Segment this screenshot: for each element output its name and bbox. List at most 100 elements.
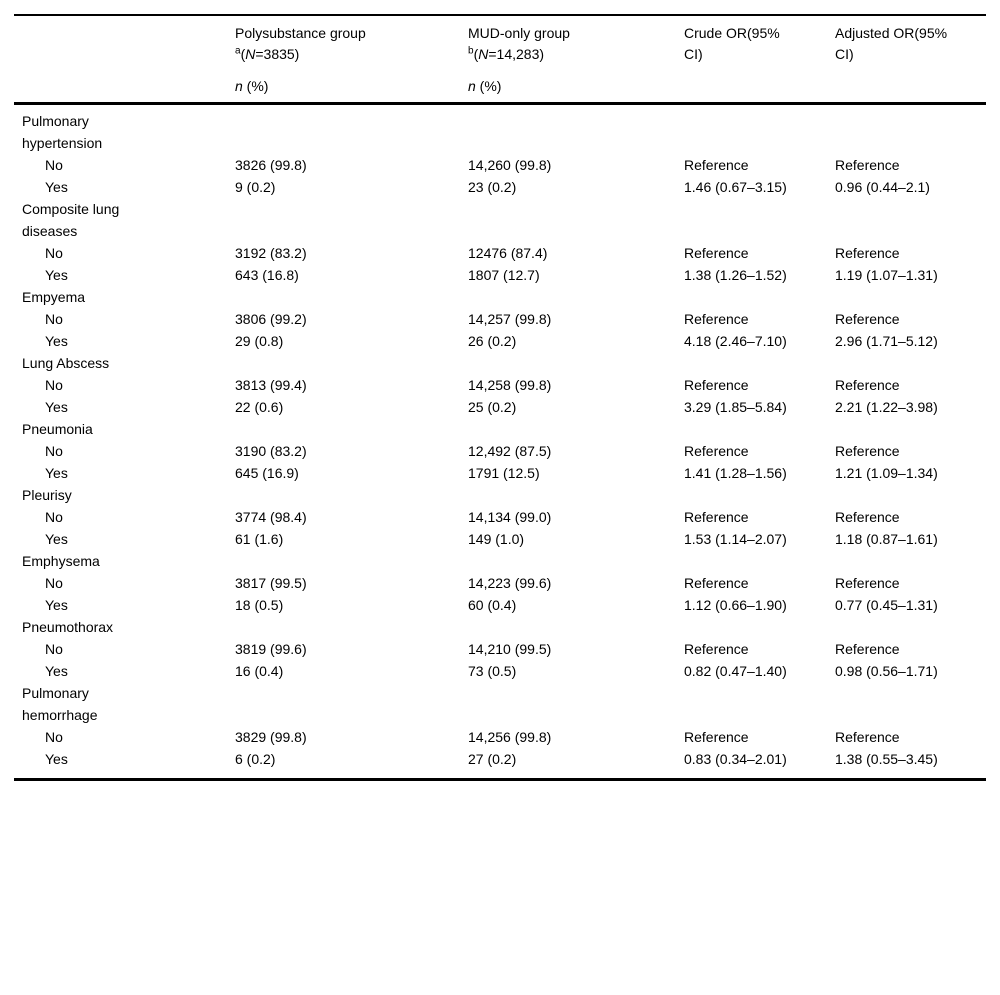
- footnote-b-marker: b: [468, 45, 474, 57]
- response-label: Yes: [45, 663, 68, 679]
- empty-cell: [684, 616, 835, 638]
- polysubstance-n-value: 3806 (99.2): [235, 311, 307, 327]
- mud-n-value: 1791 (12.5): [468, 465, 540, 481]
- polysubstance-n-value: 3819 (99.6): [235, 641, 307, 657]
- response-label: No: [45, 509, 63, 525]
- response-label: No: [45, 575, 63, 591]
- crude-or-value: 1.38 (1.26–​1.52): [684, 267, 787, 283]
- mud-n-value: 12,492 (87.5): [468, 443, 552, 459]
- header-mud-only-group: MUD-only group b(N=14,283) n (%): [468, 15, 684, 105]
- polysubstance-n-value: 6 (0.2): [235, 751, 276, 767]
- empty-cell: [835, 418, 986, 440]
- empty-cell: [684, 198, 835, 242]
- condition-label: Pulmonary hemorrhage: [22, 685, 98, 723]
- adjusted-or-value: Reference: [835, 509, 900, 525]
- data-row: Yes 643 (16.8) 1807 (12.7) 1.38 (1.26–​1.52…: [14, 264, 986, 286]
- mud-n-value: 14,210 (99.5): [468, 641, 552, 657]
- mud-n-value: 23 (0.2): [468, 179, 517, 195]
- adjusted-or-value: Reference: [835, 377, 900, 393]
- empty-cell: [835, 484, 986, 506]
- condition-label: Pulmonary hypertension: [22, 113, 103, 151]
- adjusted-or-value: 0.96 (0.44–​2.1): [835, 179, 930, 195]
- data-row: Yes 18 (0.5) 60 (0.4) 1.12 (0.66–​1.90) 0.77…: [14, 594, 986, 616]
- section-row: Pulmonary hemorrhage: [14, 682, 986, 726]
- data-row: Yes 61 (1.6) 149 (1.0) 1.53 (1.14–​2.07) 1.1…: [14, 528, 986, 550]
- condition-label: Empyema: [22, 289, 86, 305]
- response-label: No: [45, 377, 63, 393]
- empty-cell: [835, 352, 986, 374]
- polysubstance-n-value: 3817 (99.5): [235, 575, 307, 591]
- empty-cell: [468, 352, 684, 374]
- adjusted-or-value: 1.18 (0.87–​1.61): [835, 531, 938, 547]
- data-row: No 3829 (99.8) 14,256 (99.8) Reference Refer…: [14, 726, 986, 748]
- adjusted-or-value: Reference: [835, 641, 900, 657]
- empty-cell: [684, 104, 835, 155]
- section-row: Composite lung diseases: [14, 198, 986, 242]
- data-row: Yes 29 (0.8) 26 (0.2) 4.18 (2.46–​7.10) 2.96…: [14, 330, 986, 352]
- section-row: Lung Abscess: [14, 352, 986, 374]
- response-label: Yes: [45, 399, 68, 415]
- crude-or-value: 1.46 (0.67–​3.15): [684, 179, 787, 195]
- empty-cell: [468, 418, 684, 440]
- condition-label: Pneumothorax: [22, 619, 114, 635]
- condition-label: Composite lung diseases: [22, 201, 120, 239]
- mud-n-value: 14,257 (99.8): [468, 311, 552, 327]
- data-row: Yes 16 (0.4) 73 (0.5) 0.82 (0.47–​1.40) 0.98…: [14, 660, 986, 682]
- empty-cell: [235, 198, 468, 242]
- crude-or-value: Reference: [684, 443, 749, 459]
- adjusted-or-value: Reference: [835, 443, 900, 459]
- data-row: No 3819 (99.6) 14,210 (99.5) Reference Refer…: [14, 638, 986, 660]
- adjusted-or-value: Reference: [835, 575, 900, 591]
- empty-cell: [235, 286, 468, 308]
- data-row: No 3774 (98.4) 14,134 (99.0) Reference Refer…: [14, 506, 986, 528]
- crude-or-title: Crude OR(95% CI): [684, 25, 780, 62]
- response-label: No: [45, 245, 63, 261]
- condition-label: Pneumonia: [22, 421, 93, 437]
- adjusted-or-value: 0.98 (0.56–​1.71): [835, 663, 938, 679]
- polysubstance-n-value: 22 (0.6): [235, 399, 284, 415]
- data-row: No 3190 (83.2) 12,492 (87.5) Reference Refer…: [14, 440, 986, 462]
- response-label: No: [45, 729, 63, 745]
- response-label: Yes: [45, 179, 68, 195]
- mud-n-value: 149 (1.0): [468, 531, 525, 547]
- empty-cell: [235, 616, 468, 638]
- condition-label: Pleurisy: [22, 487, 72, 503]
- crude-or-value: 0.83 (0.34–​2.01): [684, 751, 787, 767]
- header-adjusted-or: Adjusted OR(95% CI): [835, 15, 986, 105]
- crude-or-value: 4.18 (2.46–​7.10): [684, 333, 787, 349]
- empty-cell: [468, 550, 684, 572]
- response-label: No: [45, 443, 63, 459]
- mud-n-value: 14,256 (99.8): [468, 729, 552, 745]
- adjusted-or-value: 0.77 (0.45–​1.31): [835, 597, 938, 613]
- mud-n-value: 25 (0.2): [468, 399, 517, 415]
- data-row: No 3826 (99.8) 14,260 (99.8) Reference Refer…: [14, 154, 986, 176]
- condition-label: Lung Abscess: [22, 355, 110, 371]
- mud-n-value: 14,134 (99.0): [468, 509, 552, 525]
- adjusted-or-value: 1.38 (0.55–​3.45): [835, 751, 938, 767]
- crude-or-value: 0.82 (0.47–​1.40): [684, 663, 787, 679]
- polysubstance-n-value: 3774 (98.4): [235, 509, 307, 525]
- empty-cell: [468, 682, 684, 726]
- polysubstance-n-value: 643 (16.8): [235, 267, 299, 283]
- crude-or-value: Reference: [684, 377, 749, 393]
- empty-cell: [835, 616, 986, 638]
- mud-n-value: 14,223 (99.6): [468, 575, 552, 591]
- empty-cell: [235, 550, 468, 572]
- adjusted-or-value: 2.96 (1.71–​5.12): [835, 333, 938, 349]
- empty-cell: [835, 198, 986, 242]
- crude-or-value: 1.41 (1.28–​1.56): [684, 465, 787, 481]
- polysubstance-n-pct-subheader: n (%): [235, 78, 269, 94]
- header-empty-cell: [14, 15, 235, 105]
- polysubstance-n-value: 61 (1.6): [235, 531, 284, 547]
- polysubstance-n-value: 29 (0.8): [235, 333, 284, 349]
- adjusted-or-value: Reference: [835, 729, 900, 745]
- crude-or-value: Reference: [684, 245, 749, 261]
- response-label: Yes: [45, 333, 68, 349]
- mud-only-group-title: MUD-only group b(N=14,283): [468, 25, 570, 62]
- response-label: Yes: [45, 751, 68, 767]
- empty-cell: [684, 682, 835, 726]
- crude-or-value: Reference: [684, 509, 749, 525]
- polysubstance-n-value: 645 (16.9): [235, 465, 299, 481]
- response-label: Yes: [45, 531, 68, 547]
- header-crude-or: Crude OR(95% CI): [684, 15, 835, 105]
